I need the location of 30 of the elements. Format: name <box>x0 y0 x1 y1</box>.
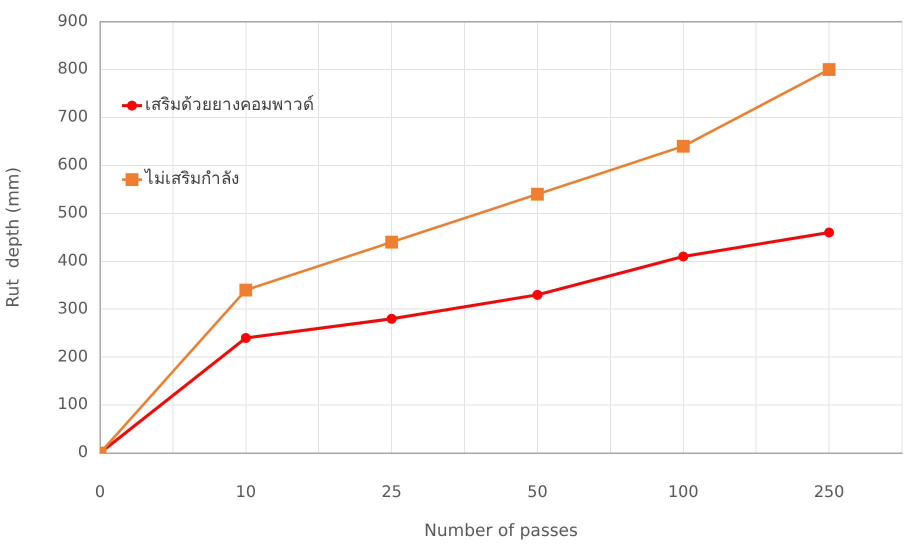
y-axis-title: Rut depth (mm) <box>4 167 24 308</box>
x-tick-label: 0 <box>94 482 106 501</box>
x-axis-title: Number of passes <box>424 521 578 542</box>
point <box>531 188 544 201</box>
y-tick-label: 400 <box>57 250 88 270</box>
point <box>239 284 252 296</box>
point <box>386 314 397 324</box>
y-tick-label: 100 <box>57 394 88 414</box>
point <box>824 228 834 238</box>
y-tick-label: 900 <box>57 10 88 30</box>
point <box>240 332 251 343</box>
y-tick-label: 200 <box>57 346 88 366</box>
x-tick-label: 250 <box>814 482 844 501</box>
y-tick-label: 700 <box>57 106 88 126</box>
y-tick-label: 800 <box>57 58 88 78</box>
x-tick-label: 50 <box>527 482 548 501</box>
x-tick-label: 25 <box>381 482 402 501</box>
y-tick-label: 0 <box>78 442 88 462</box>
legend-label: เสริมด้วยยางคอมพาวด์ <box>145 95 314 116</box>
y-tick-label: 300 <box>57 298 88 318</box>
x-tick-label: 100 <box>668 482 699 501</box>
x-tick-label: 10 <box>236 482 256 501</box>
point <box>532 290 542 300</box>
point <box>676 140 690 153</box>
point <box>822 63 836 76</box>
y-tick-label: 600 <box>57 154 88 174</box>
y-tick-label: 500 <box>57 202 88 222</box>
point <box>385 236 398 248</box>
legend-label: ไม่เสริมกำลัง <box>143 168 239 190</box>
point <box>678 251 688 262</box>
